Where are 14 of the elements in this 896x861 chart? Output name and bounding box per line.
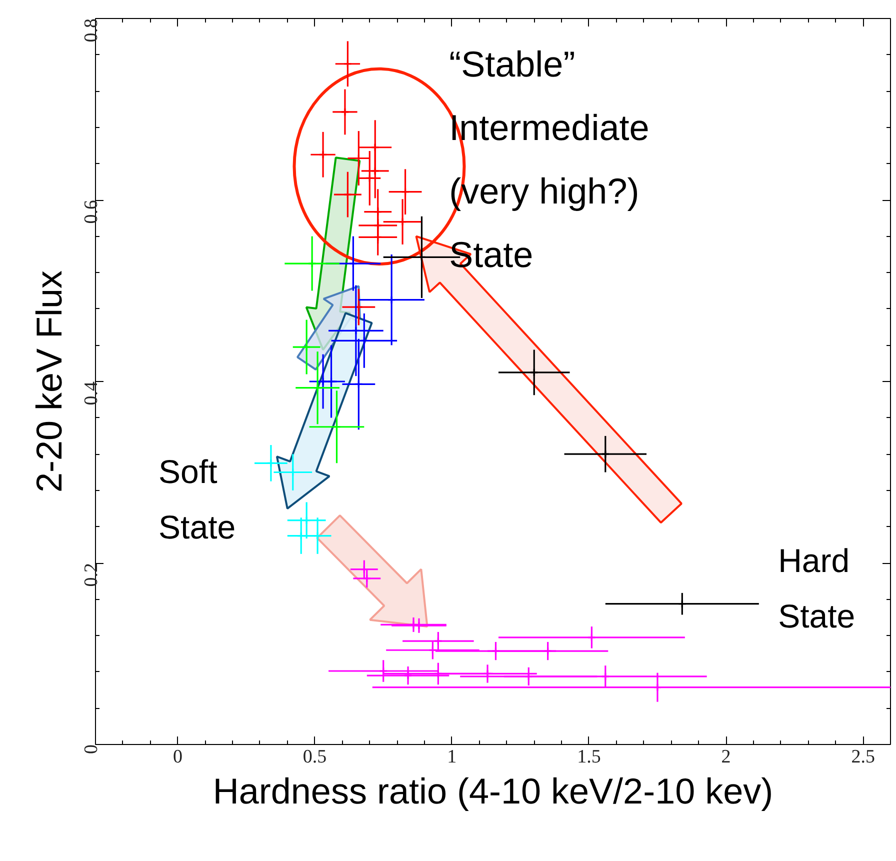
y-tick-label: 0.2 [81,563,102,587]
x-tick-label: 0 [172,746,182,768]
x-tick-label: 1.5 [577,746,601,768]
x-tick-label: 2 [721,746,731,768]
y-tick-label: 0.6 [81,200,102,224]
x-tick-label: 2.5 [851,746,875,768]
y-tick-label: 0.4 [81,381,102,406]
x-tick-label: 1 [447,746,457,768]
y-tick-label: 0.8 [81,18,102,42]
y-axis-title: 2-20 keV Flux [28,270,70,493]
annotation: Hard State [778,542,856,635]
x-axis-title: Hardness ratio (4-10 keV/2-10 kev) [212,770,774,812]
annotation: Soft State [158,453,236,546]
x-tick-label: 0.5 [302,746,327,768]
